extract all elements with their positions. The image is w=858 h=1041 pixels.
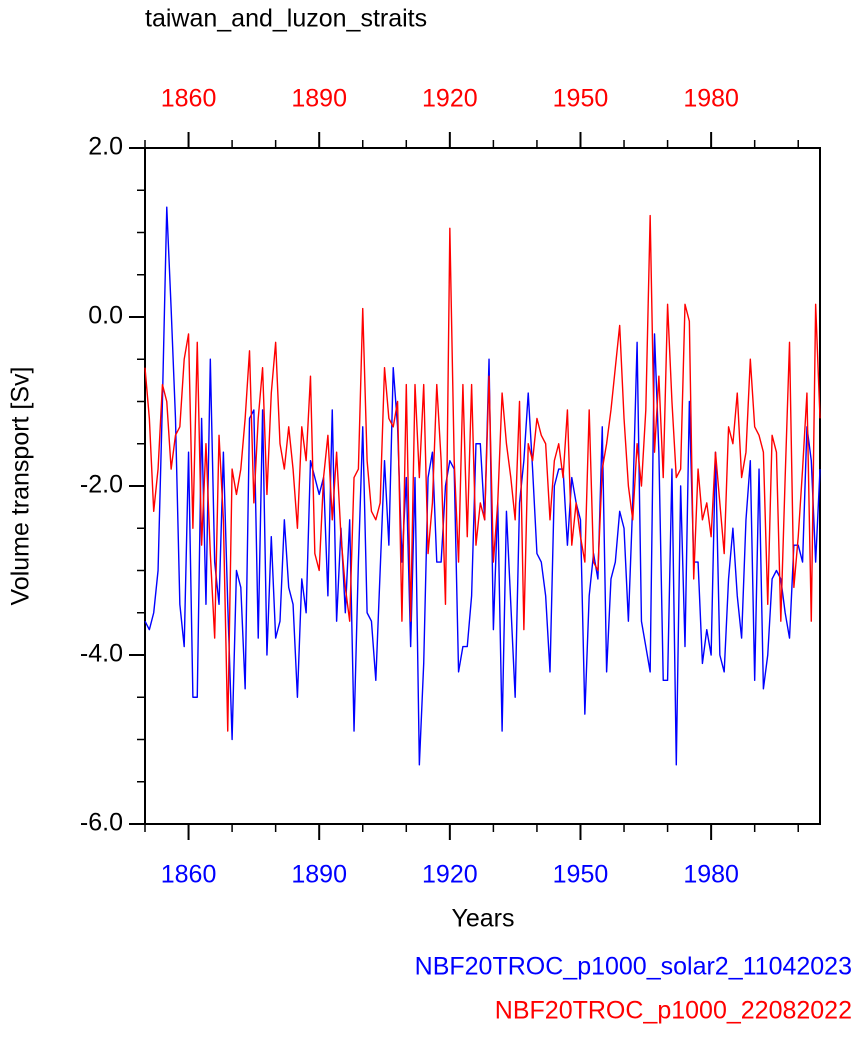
y-axis-label: Volume transport [Sv] bbox=[7, 366, 35, 605]
x2-tick-label: 1890 bbox=[291, 85, 347, 113]
y-tick-label: -4.0 bbox=[80, 640, 123, 668]
series-line bbox=[144, 214, 821, 732]
x2-tick-label: 1950 bbox=[553, 85, 609, 113]
x2-tick-label: 1860 bbox=[161, 85, 217, 113]
x-axis-label: Years bbox=[451, 905, 514, 933]
y-tick-label: -6.0 bbox=[80, 809, 123, 837]
y-tick-label: 0.0 bbox=[88, 302, 123, 330]
chart-title: taiwan_and_luzon_straits bbox=[145, 5, 427, 33]
x-tick-label: 1920 bbox=[422, 861, 478, 889]
x2-tick-label: 1920 bbox=[422, 85, 478, 113]
series-line bbox=[144, 206, 821, 766]
x-tick-label: 1950 bbox=[553, 861, 609, 889]
y-tick-label: 2.0 bbox=[88, 133, 123, 161]
x-tick-label: 1890 bbox=[291, 861, 347, 889]
y-tick-label: -2.0 bbox=[80, 471, 123, 499]
x-tick-label: 1980 bbox=[683, 861, 739, 889]
x-tick-label: 1860 bbox=[161, 861, 217, 889]
legend-entry: NBF20TROC_p1000_solar2_11042023 bbox=[415, 953, 852, 981]
x2-tick-label: 1980 bbox=[683, 85, 739, 113]
legend-entry: NBF20TROC_p1000_22082022 bbox=[495, 997, 852, 1025]
